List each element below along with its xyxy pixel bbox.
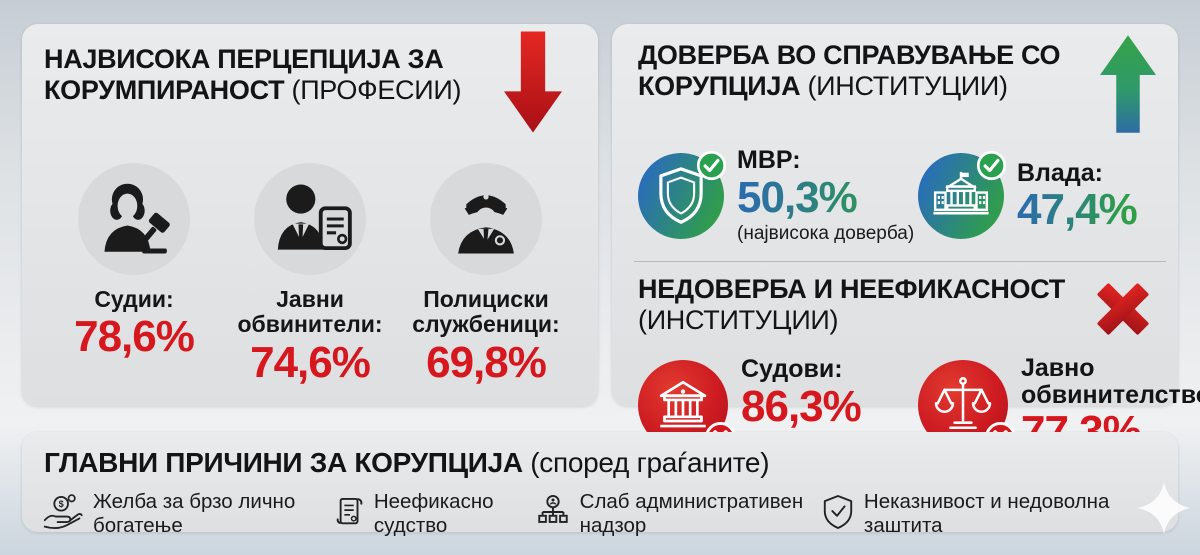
scroll-icon <box>335 493 365 536</box>
panel-causes: ГЛАВНИ ПРИЧИНИ ЗА КОРУПЦИЈА (според граѓ… <box>22 432 1190 537</box>
judge-icon <box>78 163 190 275</box>
cause-label: Неказнивост и недоволна заштита <box>863 490 1110 537</box>
profession-item-judges: Судии: 78,6% <box>48 163 220 386</box>
professions-title: НАЈВИСОКА ПЕРЦЕПЦИЈА ЗА КОРУМПИРАНОСТ (П… <box>44 44 461 105</box>
red-arrow-down-icon <box>504 30 562 139</box>
profession-item-prosecutors: Јавни обвинители: 74,6% <box>224 163 396 386</box>
professions-title-line1: НАЈВИСОКА ПЕРЦЕПЦИЈА ЗА <box>44 44 444 74</box>
causes-title: ГЛАВНИ ПРИЧИНИ ЗА КОРУПЦИЈА (според граѓ… <box>44 447 770 478</box>
sparkle-decoration <box>1138 482 1190 539</box>
profession-value: 74,6% <box>250 337 371 387</box>
panel-institutions: ДОВЕРБА ВО СПРАВУВАЊЕ СО КОРУПЦИЈА (ИНСТ… <box>612 24 1200 454</box>
professions-items: Судии: 78,6% Јавни обвинители: 74,6% <box>22 139 598 386</box>
cause-item-enrichment: $ Желба за брзо лично богатење <box>42 490 335 538</box>
trust-note: (највисока доверба) <box>737 223 915 245</box>
panel-professions: НАЈВИСОКА ПЕРЦЕПЦИЈА ЗА КОРУМПИРАНОСТ (П… <box>22 24 598 406</box>
cause-label: Желба за брзо лично богатење <box>93 490 296 537</box>
distrust-label: Јавно обвинителство: <box>1021 354 1200 409</box>
police-icon <box>430 163 542 275</box>
trust-value: 50,3% <box>737 175 914 221</box>
distrust-title: НЕДОВЕРБА И НЕЕФИКАСНОСТ (ИНСТИТУЦИИ) <box>638 274 1065 335</box>
cause-item-oversight: Слаб административен надзор <box>535 490 821 538</box>
causes-items: $ Желба за брзо лично богатење <box>22 479 1178 538</box>
profession-label: Судии: <box>94 286 174 312</box>
distrust-label: Судови: <box>741 355 843 384</box>
check-badge-icon <box>696 150 727 181</box>
distrust-section: НЕДОВЕРБА И НЕЕФИКАСНОСТ (ИНСТИТУЦИИ) <box>612 262 1200 455</box>
trust-title-line1: ДОВЕРБА ВО СПРАВУВАЊЕ СО <box>638 40 1061 70</box>
trust-section: ДОВЕРБА ВО СПРАВУВАЊЕ СО КОРУПЦИЈА (ИНСТ… <box>612 24 1178 245</box>
cause-item-judiciary: Неефикасно судство <box>335 490 535 538</box>
trust-item-vlada: Влада: 47,4% <box>918 147 1138 245</box>
trust-item-mvr: МВР: 50,3% (највисока доверба) <box>638 147 918 245</box>
shield-check-icon <box>821 493 855 536</box>
cause-item-impunity: Неказнивост и недоволна заштита <box>821 490 1134 538</box>
profession-item-police: Полициски службеници: 69,8% <box>400 163 572 386</box>
profession-label: Полициски службеници: <box>412 286 560 338</box>
cause-label: Слаб административен надзор <box>579 490 804 537</box>
government-building-icon <box>918 150 1007 240</box>
prosecutor-icon <box>254 163 366 275</box>
profession-value: 78,6% <box>74 312 195 362</box>
trust-value: 47,4% <box>1017 185 1138 234</box>
distrust-value: 86,3% <box>741 381 862 431</box>
hand-coins-icon: $ <box>42 493 84 536</box>
red-x-icon <box>1090 276 1156 347</box>
section-divider <box>634 261 1166 263</box>
profession-value: 69,8% <box>426 337 547 387</box>
trust-title: ДОВЕРБА ВО СПРАВУВАЊЕ СО КОРУПЦИЈА (ИНСТ… <box>638 40 1061 101</box>
trust-label: МВР: <box>737 146 801 174</box>
shield-icon <box>638 150 727 240</box>
profession-label: Јавни обвинители: <box>237 286 383 338</box>
cause-label: Неефикасно судство <box>373 490 494 537</box>
distrust-title-line2: (ИНСТИТУЦИИ) <box>638 304 839 335</box>
org-chart-icon <box>535 494 571 535</box>
trust-title-line2: КОРУПЦИЈА (ИНСТИТУЦИИ) <box>638 70 1008 101</box>
green-arrow-up-icon <box>1100 34 1156 139</box>
distrust-title-line1: НЕДОВЕРБА И НЕЕФИКАСНОСТ <box>638 274 1065 305</box>
trust-label: Влада: <box>1017 158 1103 187</box>
svg-text:$: $ <box>59 498 64 508</box>
check-badge-icon <box>976 150 1007 181</box>
professions-title-line2: КОРУМПИРАНОСТ (ПРОФЕСИИ) <box>44 74 462 105</box>
